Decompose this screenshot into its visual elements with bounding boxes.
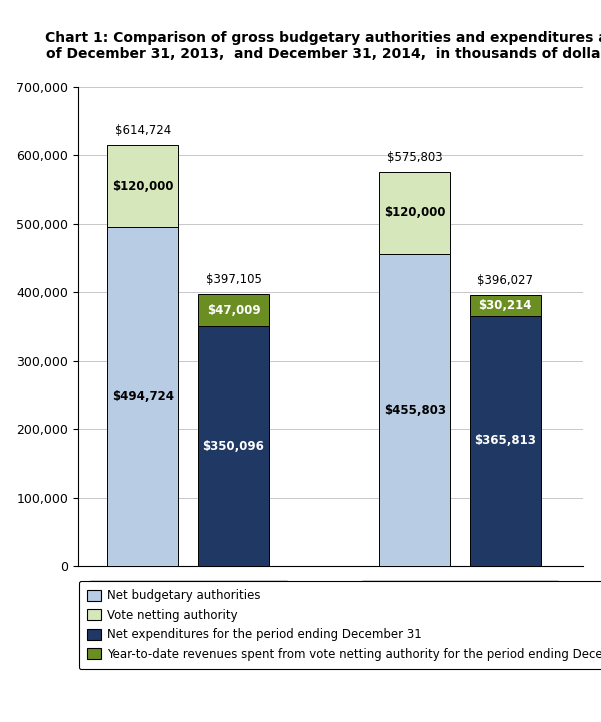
- Bar: [379, 254, 450, 566]
- Text: $350,096: $350,096: [203, 440, 264, 453]
- Bar: [470, 316, 541, 566]
- Bar: [107, 227, 178, 566]
- Bar: [198, 326, 269, 566]
- Text: $30,214: $30,214: [478, 299, 532, 312]
- Bar: [379, 172, 450, 254]
- Text: $575,803: $575,803: [387, 150, 442, 163]
- FancyBboxPatch shape: [362, 580, 558, 629]
- Bar: [198, 294, 269, 326]
- Text: $494,724: $494,724: [112, 391, 174, 404]
- Text: $47,009: $47,009: [207, 304, 260, 317]
- Text: $365,813: $365,813: [474, 435, 536, 448]
- Text: $120,000: $120,000: [112, 180, 174, 193]
- Text: 2014-2015: 2014-2015: [414, 597, 505, 612]
- Bar: [470, 295, 541, 316]
- Bar: [107, 145, 178, 227]
- FancyBboxPatch shape: [90, 580, 287, 629]
- Legend: Net budgetary authorities, Vote netting authority, Net expenditures for the peri: Net budgetary authorities, Vote netting …: [79, 581, 601, 669]
- Text: $120,000: $120,000: [384, 206, 445, 219]
- Text: $397,105: $397,105: [206, 273, 261, 286]
- Text: 2013-2014: 2013-2014: [142, 597, 234, 612]
- Text: $396,027: $396,027: [477, 274, 533, 287]
- Text: $455,803: $455,803: [383, 404, 446, 417]
- Text: $614,724: $614,724: [115, 124, 171, 137]
- Text: Chart 1: Comparison of gross budgetary authorities and expenditures as
of Decemb: Chart 1: Comparison of gross budgetary a…: [45, 31, 601, 61]
